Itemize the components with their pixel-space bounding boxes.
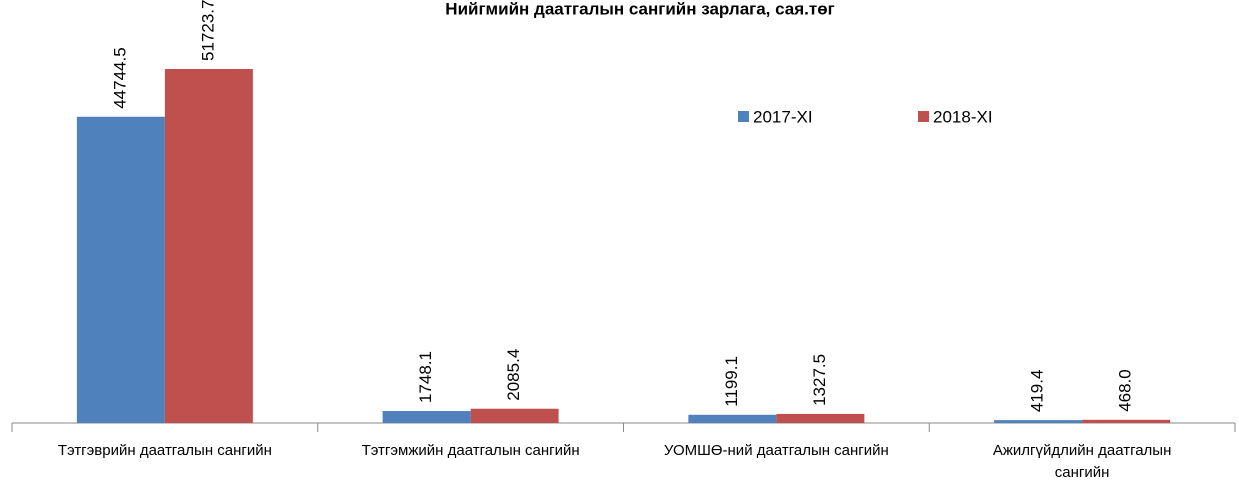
data-label: 44744.5	[110, 47, 129, 108]
x-tick-label: Ажилгүйдлийн даатгалын сангийн	[992, 442, 1172, 481]
data-label: 419.4	[1028, 370, 1047, 413]
bar	[382, 411, 471, 423]
bar	[164, 69, 253, 424]
bar	[688, 414, 777, 423]
x-tick-label: Тэтгэмжийн даатгалын сангийн	[361, 442, 580, 459]
x-tick-label: УОМШӨ-ний даатгалын сангийн	[663, 442, 889, 459]
legend-label: 2018-XI	[933, 107, 993, 126]
data-label: 468.0	[1116, 369, 1135, 412]
bar	[1082, 419, 1171, 423]
data-label: 2085.4	[504, 349, 523, 401]
data-label: 1327.5	[810, 354, 829, 406]
bar	[776, 413, 865, 423]
bar	[994, 420, 1083, 423]
bar	[470, 408, 559, 423]
legend-swatch	[738, 111, 749, 122]
chart-title: Нийгмийн даатгалын сангийн зарлага, сая.…	[445, 0, 834, 18]
data-label: 1748.1	[416, 351, 435, 403]
data-label: 1199.1	[722, 356, 741, 407]
data-label: 51723.7	[198, 0, 217, 61]
bar	[76, 116, 165, 423]
legend-swatch	[918, 111, 929, 122]
legend-label: 2017-XI	[753, 107, 813, 126]
x-tick-label: Тэтгэврийн даатгалын сангийн	[57, 442, 272, 459]
